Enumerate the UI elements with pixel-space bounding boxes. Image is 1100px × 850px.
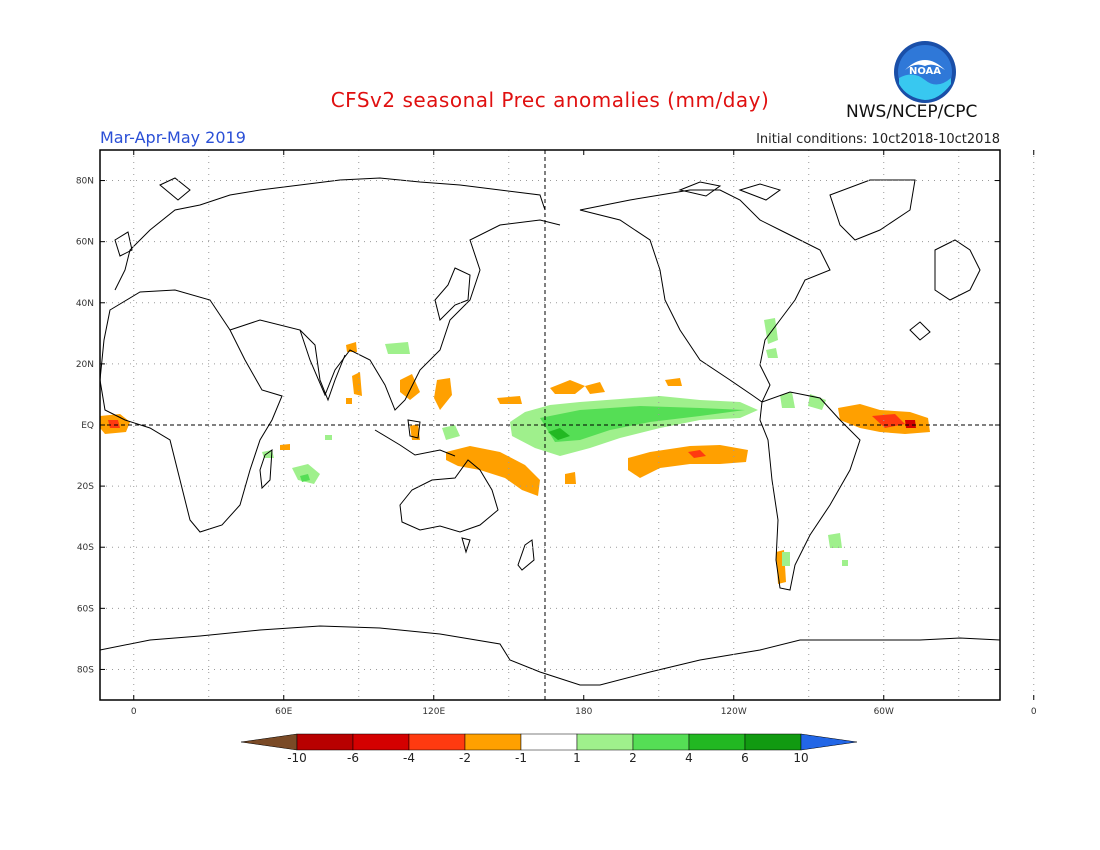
lat-label: 60N <box>76 238 94 248</box>
lon-label: 120E <box>422 707 445 717</box>
colorbar-arrow-high <box>800 733 858 751</box>
map-title: CFSv2 seasonal Prec anomalies (mm/day) <box>330 88 770 112</box>
orange-region <box>352 372 362 396</box>
orange-region <box>410 424 420 440</box>
lon-label: 180 <box>575 707 592 717</box>
graticule <box>100 150 1035 700</box>
green-region <box>385 342 410 354</box>
orange-region <box>628 445 748 478</box>
colorbar-label: 2 <box>629 751 637 765</box>
orange-region <box>400 374 420 400</box>
colorbar-segment <box>352 733 410 751</box>
colorbar-arrow-low <box>240 733 298 751</box>
green-region <box>780 392 795 408</box>
red-region <box>688 450 706 458</box>
latitude-labels: 80N 60N 40N 20N EQ 20S 40S 60S 80S <box>76 177 1000 675</box>
lat-label: 20S <box>77 482 94 492</box>
anomaly-shading <box>100 318 930 584</box>
colorbar-label: 4 <box>685 751 693 765</box>
colorbar-label: -10 <box>287 751 307 765</box>
orange-region <box>446 446 540 496</box>
lon-label: 0 <box>131 707 137 717</box>
noaa-logo-icon: NOAA <box>894 41 956 103</box>
colorbar: -10 -6 -4 -2 -1 1 2 4 6 10 <box>240 733 858 765</box>
green-region <box>300 474 310 482</box>
lon-label: 120W <box>721 707 747 717</box>
agency-label: NWS/NCEP/CPC <box>846 102 978 122</box>
orange-region <box>434 378 452 410</box>
green-region <box>766 348 778 358</box>
red-region <box>905 420 916 428</box>
red-region <box>872 414 905 428</box>
lat-label: 20N <box>76 360 94 370</box>
colorbar-label: -1 <box>515 751 527 765</box>
lat-label: 40S <box>77 543 94 553</box>
colorbar-segment <box>520 733 578 751</box>
forecast-period: Mar-Apr-May 2019 <box>100 128 246 147</box>
colorbar-segment <box>296 733 354 751</box>
colorbar-label: 10 <box>793 751 808 765</box>
red-region <box>108 420 120 428</box>
green-region <box>292 464 320 484</box>
lat-label: 60S <box>77 604 94 614</box>
green-region <box>442 425 460 440</box>
colorbar-segment <box>464 733 522 751</box>
lat-label: 80S <box>77 665 94 675</box>
longitude-labels: 0 60E 120E 180 120W 60W 0 <box>131 150 1037 717</box>
orange-region <box>346 398 352 404</box>
colorbar-label: 6 <box>741 751 749 765</box>
orange-region <box>280 444 290 450</box>
lat-label: 80N <box>76 177 94 187</box>
green-region <box>540 406 745 442</box>
noaa-logo-text: NOAA <box>909 66 941 77</box>
colorbar-segment <box>576 733 634 751</box>
coastlines <box>99 177 1001 686</box>
green-region <box>842 560 848 566</box>
lat-label: EQ <box>81 421 94 431</box>
lon-label: 0 <box>1031 707 1037 717</box>
green-region <box>325 435 332 440</box>
lon-label: 60E <box>275 707 292 717</box>
colorbar-label: -4 <box>403 751 415 765</box>
initial-conditions: Initial conditions: 10ct2018-10ct2018 <box>756 132 1000 147</box>
orange-region <box>497 396 522 404</box>
colorbar-label: -6 <box>347 751 359 765</box>
orange-region <box>665 378 682 386</box>
green-region <box>828 533 842 548</box>
colorbar-segment <box>744 733 802 751</box>
green-region <box>548 428 570 440</box>
orange-region <box>585 382 605 394</box>
orange-region <box>346 342 357 352</box>
orange-region <box>550 380 585 394</box>
colorbar-label: -2 <box>459 751 471 765</box>
colorbar-label: 1 <box>573 751 581 765</box>
green-region <box>808 394 826 410</box>
lat-label: 40N <box>76 299 94 309</box>
colorbar-segment <box>688 733 746 751</box>
colorbar-segment <box>408 733 466 751</box>
green-region <box>764 318 778 344</box>
orange-region <box>565 472 576 484</box>
colorbar-segment <box>632 733 690 751</box>
green-region <box>782 552 790 566</box>
lon-label: 60W <box>874 707 894 717</box>
